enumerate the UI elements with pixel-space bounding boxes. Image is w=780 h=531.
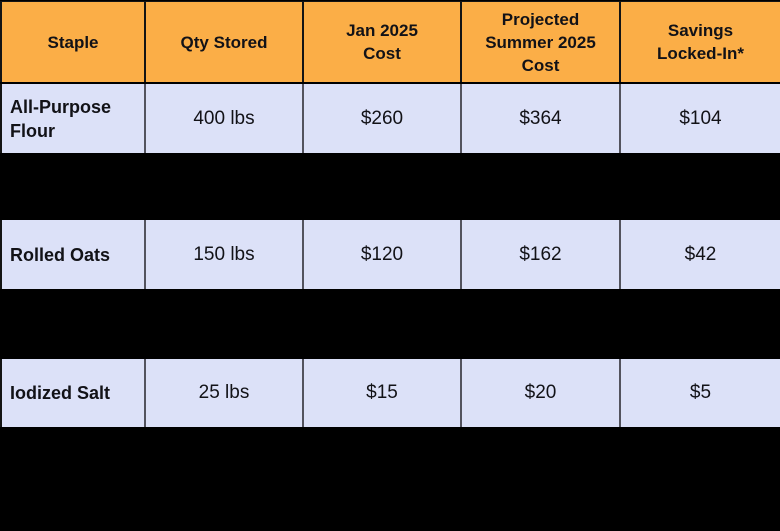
table-row-rolled-oats: Rolled Oats 150 lbs $120 $162 $42: [0, 220, 780, 289]
table-row-iodized-salt: Iodized Salt 25 lbs $15 $20 $5: [0, 359, 780, 427]
cell-qty: 150 lbs: [146, 220, 304, 289]
cell-savings: $42: [621, 220, 780, 289]
cell-summer-cost: $20: [462, 359, 621, 427]
cell-jan-cost: $15: [304, 359, 462, 427]
cell-summer-cost: $364: [462, 84, 621, 153]
header-cell-qty-stored: Qty Stored: [146, 2, 304, 82]
cell-qty: 400 lbs: [146, 84, 304, 153]
header-cell-staple: Staple: [0, 2, 146, 82]
blackout-row: [0, 289, 780, 359]
cell-staple: Rolled Oats: [0, 220, 146, 289]
cell-staple: All-Purpose Flour: [0, 84, 146, 153]
cell-staple: Iodized Salt: [0, 359, 146, 427]
header-cell-jan-cost: Jan 2025 Cost: [304, 2, 462, 82]
header-cell-summer-cost: Projected Summer 2025 Cost: [462, 2, 621, 82]
blackout-row: [0, 153, 780, 220]
table-header-row: Staple Qty Stored Jan 2025 Cost Projecte…: [0, 1, 780, 82]
blackout-footer-area: [0, 427, 780, 531]
cell-qty: 25 lbs: [146, 359, 304, 427]
cell-jan-cost: $120: [304, 220, 462, 289]
cell-savings: $5: [621, 359, 780, 427]
cell-jan-cost: $260: [304, 84, 462, 153]
cell-summer-cost: $162: [462, 220, 621, 289]
header-cell-savings: Savings Locked-In*: [621, 2, 780, 82]
table-row-all-purpose-flour: All-Purpose Flour 400 lbs $260 $364 $104: [0, 84, 780, 153]
cell-savings: $104: [621, 84, 780, 153]
